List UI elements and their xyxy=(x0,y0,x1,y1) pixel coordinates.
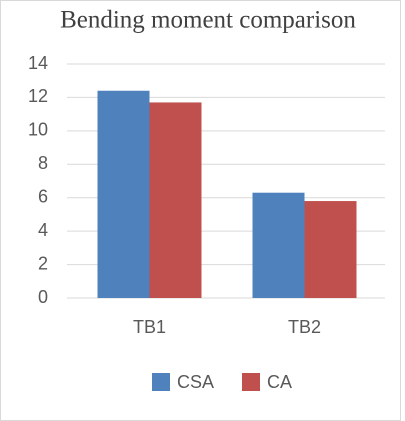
legend-swatch xyxy=(242,373,260,391)
bar xyxy=(97,90,150,298)
y-tick-label: 6 xyxy=(38,186,48,206)
y-tick-label: 2 xyxy=(38,253,48,273)
y-tick-label: 10 xyxy=(28,120,48,140)
x-tick-label: TB2 xyxy=(288,317,321,337)
bar xyxy=(252,192,305,298)
y-tick-label: 14 xyxy=(28,53,48,73)
y-tick-label: 12 xyxy=(28,86,48,106)
bar xyxy=(304,201,357,298)
bar xyxy=(149,102,202,298)
x-tick-label: TB1 xyxy=(133,317,166,337)
legend-label: CSA xyxy=(177,372,214,392)
y-tick-label: 4 xyxy=(38,220,48,240)
chart-title: Bending moment comparison xyxy=(60,7,356,34)
legend-swatch xyxy=(152,373,170,391)
legend-label: CA xyxy=(267,372,292,392)
y-tick-label: 0 xyxy=(38,287,48,307)
y-tick-label: 8 xyxy=(38,153,48,173)
